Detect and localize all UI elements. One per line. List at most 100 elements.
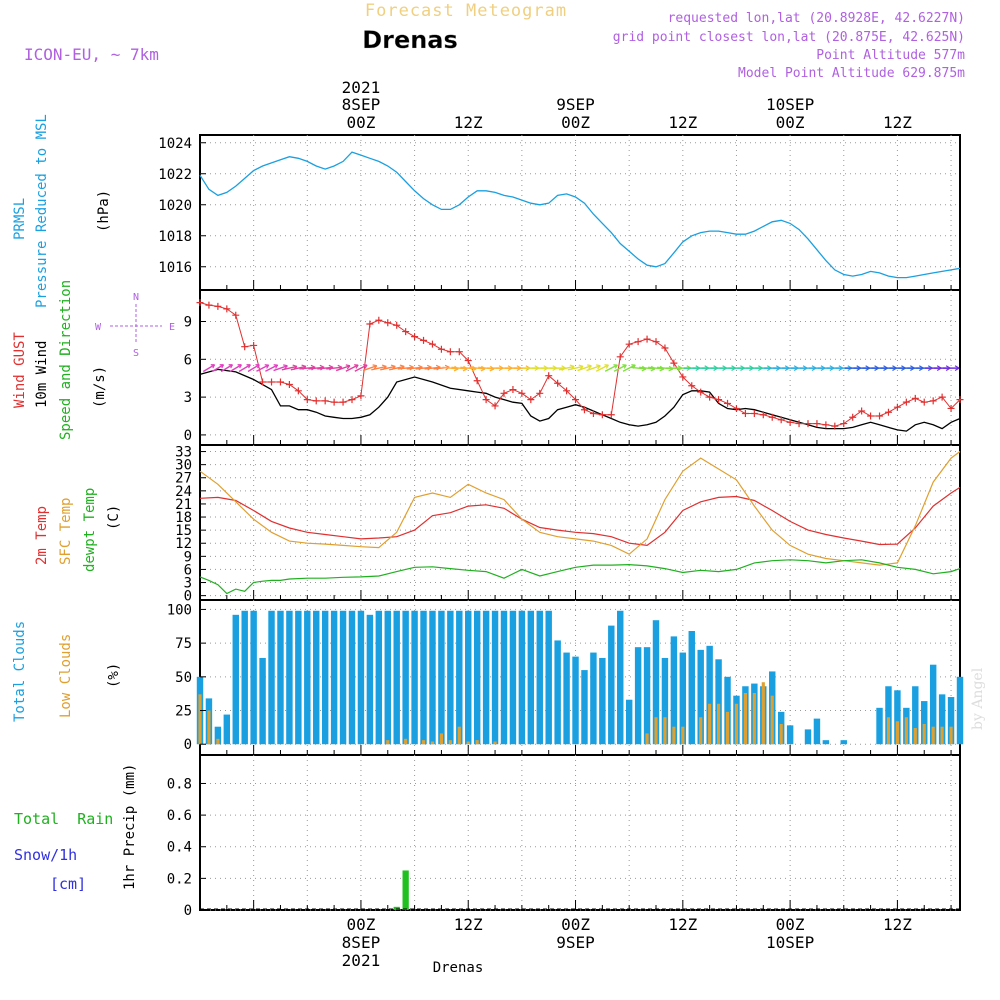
wind-barb-head <box>604 364 609 369</box>
location-title: Drenas <box>362 26 458 54</box>
wind-barb <box>558 365 575 371</box>
wind-barb <box>202 364 215 373</box>
clouds-ytick-label: 25 <box>175 704 192 720</box>
cloud-total-label: Total Clouds <box>12 621 28 722</box>
cloud-low-bar <box>734 703 739 745</box>
model-label: ICON-EU, ~ 7km <box>24 45 159 64</box>
top-hour-label: 12Z <box>883 113 912 132</box>
wind-gust-marker <box>196 299 204 307</box>
cloud-total-bar <box>438 610 445 745</box>
cloud-total-bar <box>894 690 901 745</box>
wind-barb <box>354 364 368 372</box>
wind-gust-marker <box>285 381 293 389</box>
wind-gust-marker <box>634 338 642 346</box>
cloud-total-bar <box>876 707 883 745</box>
cloud-total-bar <box>804 729 812 745</box>
cloud-total-bar <box>661 657 669 745</box>
cloud-total-bar <box>366 614 374 745</box>
wind-barb <box>648 366 664 370</box>
wind-gust-marker <box>616 353 624 361</box>
wind-gust-marker <box>956 396 964 404</box>
wind-barb <box>630 366 647 370</box>
cloud-total-bar <box>947 697 955 745</box>
cloud-low-bar <box>672 726 676 745</box>
wind-unit: (m/s) <box>92 366 108 408</box>
pressure-ytick-label: 1018 <box>158 229 192 245</box>
wind-gust-marker <box>661 344 669 352</box>
wind-gust-marker <box>786 418 794 426</box>
temp-panel-labels: 2m Temp SFC Temp dewpt Temp (C) <box>34 488 122 572</box>
cloud-low-bar <box>717 703 721 745</box>
wind-gust-marker <box>420 336 428 344</box>
wind-barb-head <box>255 364 260 369</box>
cloud-low-bar <box>645 733 649 745</box>
temperature-ytick-label: 18 <box>175 510 192 526</box>
cloud-low-bar <box>949 726 953 745</box>
wind-gust-marker <box>294 387 302 395</box>
cloud-total-bar <box>259 657 266 745</box>
cloud-total-bar <box>706 645 713 745</box>
top-hour-label: 12Z <box>668 113 697 132</box>
cloud-low-bar <box>761 682 765 745</box>
cloud-low-bar <box>743 693 747 745</box>
wind-gust-marker <box>920 398 928 406</box>
wind-gust-marker <box>330 398 338 406</box>
pressure-label-1: PRMSL <box>12 198 28 240</box>
wind-speed-line <box>199 368 961 432</box>
cloud-total-bar <box>214 726 222 745</box>
cloud-total-bar <box>286 610 293 745</box>
temperature-ytick-label: 27 <box>175 471 192 487</box>
cloud-low-bar <box>904 717 908 745</box>
cloud-low-bar <box>448 740 452 745</box>
wind-barb <box>595 364 609 372</box>
temperature-ytick-label: 12 <box>175 536 192 552</box>
top-day-label: 9SEP <box>556 95 595 114</box>
wind-gust-marker <box>223 305 231 313</box>
temp-2m-label: 2m Temp <box>34 506 50 565</box>
wind-barb <box>308 366 325 370</box>
wind-gust-marker <box>652 338 660 346</box>
wind-10m-label: 10m Wind <box>34 341 50 408</box>
wind-barb <box>622 364 636 372</box>
wind-gust-marker <box>876 412 884 420</box>
clouds-ytick-label: 75 <box>175 636 192 652</box>
pressure-ytick-label: 1016 <box>158 260 192 276</box>
wind-panel-labels: Wind GUST 10m Wind Speed and Direction (… <box>12 280 175 440</box>
wind-ytick-label: 0 <box>184 428 192 444</box>
wind-gust-marker <box>241 343 249 351</box>
compass-west: W <box>95 322 102 333</box>
wind-barb-head <box>587 364 592 370</box>
wind-barb <box>442 366 459 370</box>
cloud-total-bar <box>223 714 231 745</box>
clouds-ytick-label: 0 <box>184 737 192 753</box>
wind-barb <box>613 364 627 372</box>
top-day-label: 8SEP <box>342 95 381 114</box>
cloud-low-bar <box>457 726 461 745</box>
top-hour-label: 00Z <box>346 113 375 132</box>
cloud-total-bar <box>393 610 400 745</box>
cloud-low-bar <box>386 740 390 745</box>
wind-barb-head <box>622 364 627 369</box>
wind-gust-marker <box>741 409 749 417</box>
cloud-low-bar <box>752 693 756 745</box>
wind-gust-marker <box>706 393 714 401</box>
credit-watermark: by Angel <box>970 667 986 730</box>
cloud-low-bar <box>198 694 202 745</box>
pressure-panel-labels: PRMSL Pressure Reduced to MSL (hPa) <box>12 114 112 308</box>
top-hour-label: 00Z <box>776 113 805 132</box>
gridpoint-coords: grid point closest lon,lat (20.875E, 42.… <box>613 30 965 45</box>
cloud-total-bar <box>384 610 391 745</box>
wind-barb-head <box>363 364 368 369</box>
compass-north: N <box>133 292 139 303</box>
wind-gust-marker <box>321 397 329 405</box>
wind-gust-marker <box>500 389 508 397</box>
cloud-low-bar <box>493 741 497 745</box>
bottom-hour-label: 12Z <box>668 915 697 934</box>
cloud-total-bar <box>348 610 356 745</box>
wind-barb <box>247 364 260 373</box>
wind-gust-marker <box>750 409 758 417</box>
wind-gust-marker <box>455 348 463 356</box>
cloud-total-bar <box>304 610 311 745</box>
temp-sfc-line <box>199 451 961 566</box>
